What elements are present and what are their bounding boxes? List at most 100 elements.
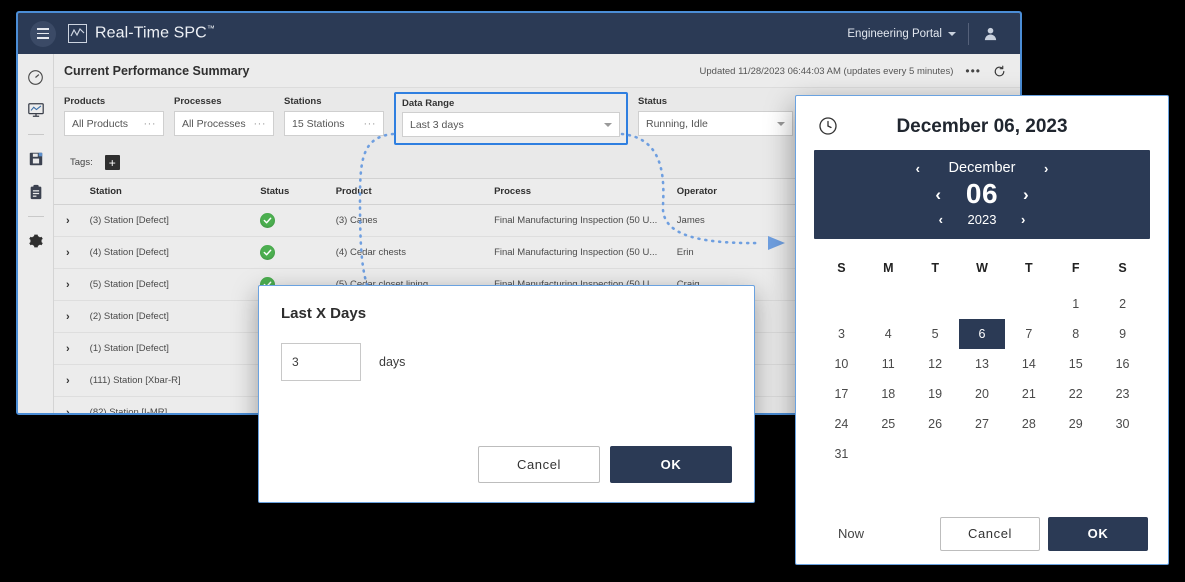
next-day-icon[interactable]: ›: [1023, 184, 1029, 204]
dashboard-gauge-icon[interactable]: [25, 66, 47, 88]
expand-row-icon[interactable]: ›: [66, 310, 70, 323]
calendar-day[interactable]: 28: [1021, 417, 1036, 431]
date-picker-panel: December 06, 2023 ‹ December › ‹ 06 › ‹ …: [795, 95, 1169, 565]
calendar-day[interactable]: 17: [834, 387, 849, 401]
calendar-day-empty: [1099, 439, 1146, 469]
hamburger-icon[interactable]: [30, 20, 56, 47]
gear-settings-icon[interactable]: [25, 230, 47, 252]
calendar-day[interactable]: 7: [1025, 327, 1033, 341]
add-tag-button[interactable]: +: [104, 155, 120, 170]
cell-station: (5) Station [Defect]: [85, 268, 257, 301]
calendar-day[interactable]: 5: [931, 327, 939, 341]
now-button[interactable]: Now: [838, 526, 865, 541]
refresh-icon[interactable]: [993, 65, 1006, 78]
expand-row-icon[interactable]: ›: [66, 214, 70, 227]
calendar-day-empty: [912, 439, 959, 469]
calendar-day[interactable]: 3: [837, 327, 845, 341]
cell-status: [256, 204, 332, 237]
calendar-day[interactable]: 18: [881, 387, 896, 401]
calendar-day[interactable]: 25: [881, 417, 896, 431]
calendar-week-row: 3 4 5 6 7 8 9: [818, 319, 1146, 349]
next-year-icon[interactable]: ›: [1021, 212, 1026, 227]
next-month-icon[interactable]: ›: [1044, 160, 1049, 176]
calendar-day[interactable]: 23: [1115, 387, 1130, 401]
calendar-day[interactable]: 8: [1072, 327, 1080, 341]
ok-button[interactable]: OK: [610, 446, 732, 483]
filter-processes-select[interactable]: All Processes ···: [174, 111, 274, 136]
calendar-day[interactable]: 16: [1115, 357, 1130, 371]
data-range-select[interactable]: Last 3 days: [402, 112, 620, 137]
calendar-day[interactable]: 11: [881, 357, 895, 371]
filter-data-range-label: Data Range: [402, 98, 455, 109]
table-row[interactable]: › (4) Station [Defect] (4) Cedar chests Fin…: [54, 236, 1020, 269]
application-titlebar: Real-Time SPC™ Engineering Portal: [18, 13, 1020, 54]
monitor-chart-icon[interactable]: [25, 99, 47, 121]
expand-row-icon[interactable]: ›: [66, 342, 70, 355]
cell-process: Final Manufacturing Inspection (50 U...: [490, 236, 673, 269]
calendar-day[interactable]: 30: [1115, 417, 1130, 431]
prev-day-icon[interactable]: ‹: [935, 184, 941, 204]
filter-status-select[interactable]: Running, Idle: [638, 111, 793, 136]
expand-row-icon[interactable]: ›: [66, 374, 70, 387]
page-title: Real-Time SPC™: [95, 24, 215, 42]
calendar-day[interactable]: 4: [884, 327, 892, 341]
column-status[interactable]: Status: [256, 178, 332, 205]
calendar-day[interactable]: 19: [928, 387, 943, 401]
column-station[interactable]: Station: [85, 178, 257, 205]
calendar-day[interactable]: 22: [1068, 387, 1083, 401]
ok-button[interactable]: OK: [1048, 516, 1148, 551]
calendar-day[interactable]: 2: [1119, 297, 1127, 311]
prev-month-icon[interactable]: ‹: [915, 160, 920, 176]
calendar-day[interactable]: 12: [928, 357, 943, 371]
calendar-day[interactable]: 24: [834, 417, 849, 431]
calendar-day[interactable]: 13: [975, 357, 989, 371]
column-product[interactable]: Product: [331, 178, 491, 205]
summary-actions: Updated 11/28/2023 06:44:03 AM (updates …: [700, 65, 1006, 78]
cancel-button[interactable]: Cancel: [478, 446, 600, 483]
cancel-button[interactable]: Cancel: [940, 516, 1040, 551]
expand-row-icon[interactable]: ›: [66, 246, 70, 259]
cell-product: (4) Cedar chests: [331, 236, 491, 269]
calendar-day[interactable]: 21: [1021, 387, 1036, 401]
user-account-icon[interactable]: [969, 26, 1008, 41]
calendar-day[interactable]: 15: [1068, 357, 1083, 371]
calendar-day[interactable]: 26: [928, 417, 943, 431]
expand-row-cell: ›: [54, 364, 86, 397]
calendar-day-empty: [1052, 439, 1099, 469]
calendar-dow-2: T: [931, 261, 939, 275]
calendar-week-row: 24 25 26 27 28 29 30: [818, 409, 1146, 439]
calendar-day-empty: [865, 289, 912, 319]
calendar-day[interactable]: 1: [1072, 297, 1080, 311]
calendar-day[interactable]: 29: [1068, 417, 1083, 431]
filter-stations-select[interactable]: 15 Stations ···: [284, 111, 384, 136]
portal-selector[interactable]: Engineering Portal: [847, 28, 968, 40]
save-disk-icon[interactable]: [25, 148, 47, 170]
calendar-dow-1: M: [883, 261, 894, 275]
calendar-day[interactable]: 14: [1021, 357, 1036, 371]
cell-station: (1) Station [Defect]: [85, 332, 257, 365]
expand-row-icon[interactable]: ›: [66, 278, 70, 291]
summary-header: Current Performance Summary Updated 11/2…: [54, 54, 1020, 88]
selected-date-title: December 06, 2023: [896, 116, 1068, 137]
cell-station: (111) Station [Xbar-R]: [85, 364, 257, 397]
calendar-day[interactable]: 10: [834, 357, 849, 371]
calendar-dow-5: F: [1071, 261, 1080, 275]
calendar-day[interactable]: 31: [834, 447, 849, 461]
filter-status-value: Running, Idle: [646, 117, 708, 130]
calendar-day[interactable]: 20: [975, 387, 989, 401]
column-process[interactable]: Process: [490, 178, 673, 205]
filter-products-select[interactable]: All Products ···: [64, 111, 164, 136]
cell-station: (4) Station [Defect]: [85, 236, 257, 269]
portal-label: Engineering Portal: [847, 27, 942, 40]
clock-icon[interactable]: [818, 116, 840, 138]
calendar-day[interactable]: 27: [975, 417, 989, 431]
calendar-day[interactable]: 9: [1119, 327, 1127, 341]
prev-year-icon[interactable]: ‹: [938, 212, 943, 227]
more-options-icon[interactable]: •••: [965, 64, 981, 78]
expand-row-icon[interactable]: ›: [66, 406, 70, 415]
status-ok-icon: [260, 213, 276, 228]
calendar-day-selected[interactable]: 6: [958, 319, 1006, 349]
days-input[interactable]: [281, 343, 361, 381]
clipboard-report-icon[interactable]: [25, 181, 47, 203]
